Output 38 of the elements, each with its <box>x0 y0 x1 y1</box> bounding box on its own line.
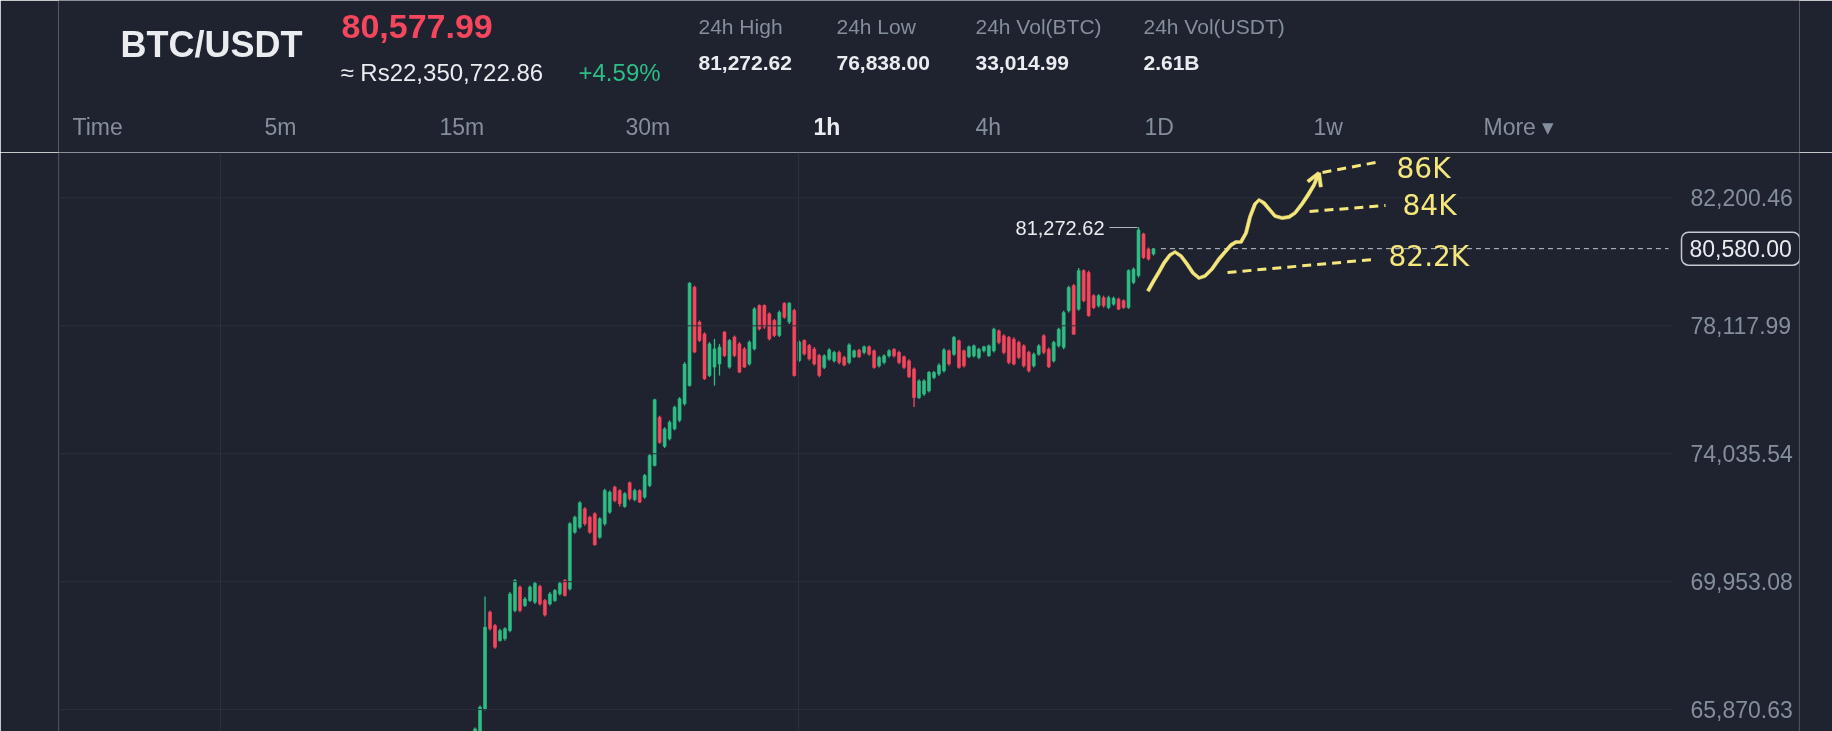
text: 1w <box>1313 113 1344 140</box>
text: +4.59% <box>578 59 661 86</box>
text: ≈ Rs22,350,722.86 <box>340 59 544 86</box>
text: 1D <box>1144 113 1174 140</box>
candlestick <box>787 301 792 325</box>
text: 30m <box>625 113 671 140</box>
candlestick <box>952 335 956 357</box>
y-tick-label: 65,870.63 <box>1690 697 1793 724</box>
text: 80,577.99 <box>341 7 493 45</box>
text: 1h <box>813 113 841 140</box>
candlestick <box>777 309 782 338</box>
ref-line-label: 80,580.00 <box>1689 236 1792 263</box>
text: 2.61B <box>1143 51 1200 74</box>
text: 24h Vol(USDT) <box>1143 15 1285 38</box>
text: 24h Vol(BTC) <box>975 15 1102 38</box>
annotation: 81,272.62 <box>1015 216 1105 239</box>
y-tick-label: 78,117.99 <box>1690 313 1792 340</box>
text: 33,014.99 <box>975 50 1069 74</box>
text: 15m <box>439 113 485 140</box>
text: More ▾ <box>1483 113 1555 140</box>
candlestick <box>722 330 727 358</box>
annotation: 84K <box>1402 189 1458 222</box>
text: 5m <box>264 113 297 140</box>
candlestick <box>518 584 522 613</box>
text: 24h High <box>698 15 783 38</box>
y-tick-label: 69,953.08 <box>1690 569 1793 596</box>
y-tick-label: 74,035.54 <box>1690 441 1794 468</box>
y-tick-label: 82,200.46 <box>1690 185 1793 212</box>
annotation: 82.2K <box>1388 240 1470 273</box>
text: 4h <box>975 113 1002 140</box>
text: 24h Low <box>836 15 917 38</box>
text: 76,838.00 <box>836 50 930 74</box>
annotation: 86K <box>1396 152 1452 185</box>
text: Time <box>72 113 123 140</box>
candlestick <box>1066 285 1071 314</box>
text: 81,272.62 <box>698 50 792 74</box>
chart-title: BTC/USDT <box>120 24 303 65</box>
candlestick <box>627 480 632 502</box>
